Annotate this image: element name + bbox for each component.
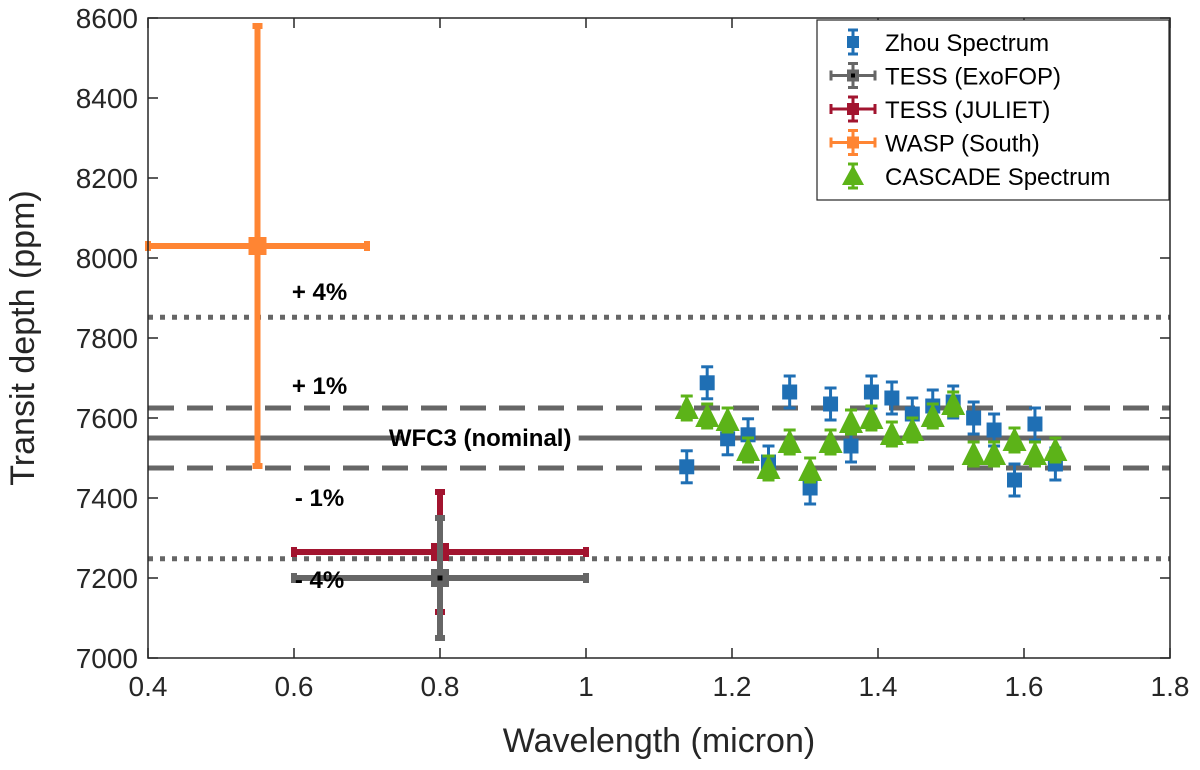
legend-label: TESS (JULIET) — [885, 97, 1050, 124]
legend-label: TESS (ExoFOP) — [885, 64, 1061, 91]
data-point — [823, 396, 839, 412]
data-point — [818, 429, 843, 453]
legend: Zhou Spectrum TESS (ExoFOP) TESS (JULIET) W… — [816, 19, 1170, 201]
data-point — [679, 459, 695, 475]
data-point — [863, 384, 879, 400]
series-tess-exofop- — [291, 515, 589, 641]
data-point — [900, 417, 925, 441]
data-point — [720, 431, 736, 447]
y-tick-label: 8200 — [76, 163, 138, 194]
data-point — [982, 441, 1007, 465]
data-point — [248, 237, 267, 255]
legend-marker — [847, 103, 859, 115]
data-point — [859, 405, 884, 429]
data-point — [986, 422, 1002, 438]
y-tick-label: 7600 — [76, 403, 138, 434]
data-point-center — [437, 575, 443, 581]
data-point — [736, 437, 761, 461]
x-axis-label: Wavelength (micron) — [503, 722, 815, 760]
data-point — [884, 390, 900, 406]
x-tick-label: 1.6 — [1005, 671, 1044, 702]
legend-item: WASP (South) — [829, 129, 1040, 158]
legend-label: CASCADE Spectrum — [885, 164, 1110, 191]
y-tick-label: 7000 — [76, 643, 138, 674]
legend-marker — [842, 165, 864, 185]
data-point — [802, 480, 818, 496]
y-tick-label: 8400 — [76, 83, 138, 114]
legend-label: WASP (South) — [885, 131, 1040, 158]
data-point — [1027, 416, 1043, 432]
annotation-nominal: WFC3 (nominal) — [389, 425, 572, 452]
data-point — [920, 403, 945, 427]
annotation-minus-1-percent: - 1% — [295, 485, 344, 512]
data-point — [879, 421, 904, 445]
data-point — [798, 457, 823, 481]
data-point — [843, 438, 859, 454]
data-point — [941, 391, 966, 415]
axis-ticks: 0.4 0.6 0.8 1 1.2 1.4 1.6 1.8 7000 7200 7400 7600 78… — [76, 3, 1190, 702]
y-tick-label: 7800 — [76, 323, 138, 354]
data-point — [1022, 441, 1047, 465]
data-point — [715, 407, 740, 431]
x-tick-label: 0.4 — [129, 671, 168, 702]
data-point — [777, 429, 802, 453]
x-tick-label: 1.2 — [713, 671, 752, 702]
data-point — [699, 375, 715, 391]
data-series — [145, 23, 1068, 641]
data-point — [695, 403, 720, 427]
series-cascade-spectrum — [674, 390, 1068, 484]
data-point — [838, 409, 863, 433]
x-tick-label: 0.8 — [421, 671, 460, 702]
data-point — [782, 384, 798, 400]
reference-lines — [148, 314, 1170, 562]
x-tick-label: 1 — [578, 671, 594, 702]
y-tick-label: 8000 — [76, 243, 138, 274]
data-point — [1002, 427, 1027, 451]
legend-item: TESS (ExoFOP) — [829, 62, 1061, 91]
annotation-plus-4-percent: + 4% — [292, 279, 347, 306]
legend-marker — [847, 136, 859, 149]
y-tick-label: 7200 — [76, 563, 138, 594]
data-point — [966, 410, 982, 426]
x-tick-label: 0.6 — [275, 671, 314, 702]
annotation-minus-4-percent: - 4% — [295, 567, 344, 594]
legend-item: TESS (JULIET) — [829, 95, 1050, 124]
data-point — [1043, 437, 1068, 461]
legend-marker-center — [851, 73, 855, 78]
x-tick-label: 1.4 — [859, 671, 898, 702]
data-point — [756, 455, 781, 479]
data-point — [1007, 472, 1023, 488]
legend-item: CASCADE Spectrum — [842, 162, 1110, 191]
legend-marker — [847, 36, 859, 48]
x-tick-label: 1.8 — [1151, 671, 1190, 702]
legend-item: Zhou Spectrum — [847, 28, 1049, 57]
legend-label: Zhou Spectrum — [885, 30, 1049, 57]
annotations: + 4% + 1% WFC3 (nominal) - 1% - 4% — [292, 279, 572, 594]
data-point — [674, 395, 699, 419]
data-point — [961, 441, 986, 465]
annotation-plus-1-percent: + 1% — [292, 373, 347, 400]
y-tick-label: 8600 — [76, 3, 138, 34]
y-axis-label: Transit depth (ppm) — [4, 190, 42, 485]
y-tick-label: 7400 — [76, 483, 138, 514]
